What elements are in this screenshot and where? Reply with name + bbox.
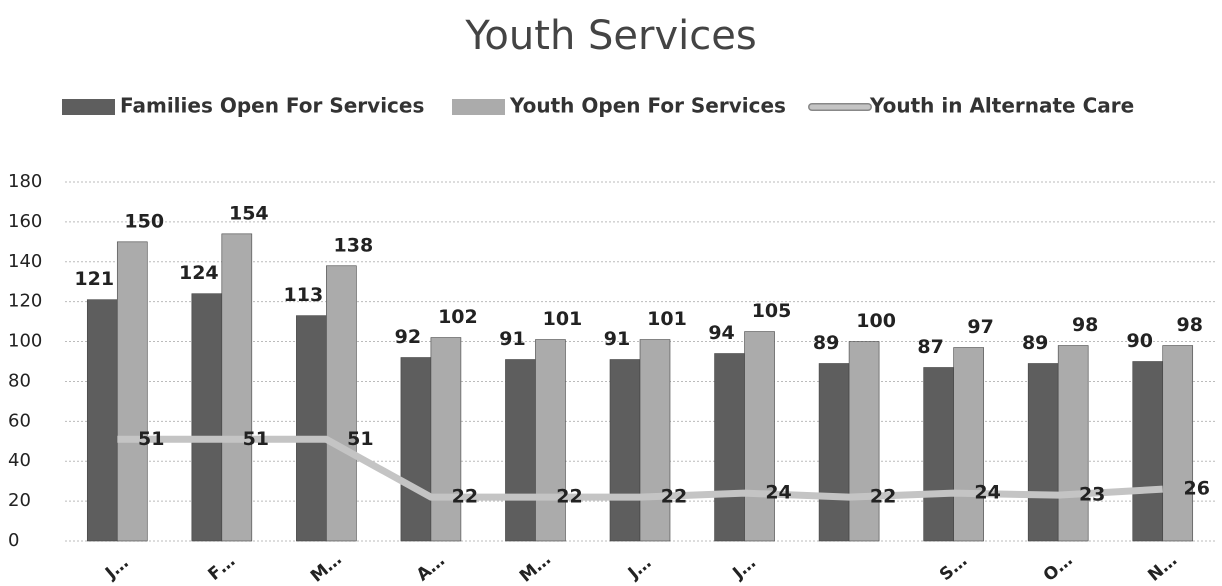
data-label: 91 [604, 328, 630, 350]
data-label: 22 [870, 486, 896, 508]
legend-label: Youth in Alternate Care [869, 94, 1134, 118]
data-label: 22 [661, 486, 687, 508]
legend-label: Families Open For Services [120, 94, 424, 118]
bar [326, 265, 357, 542]
bar [818, 363, 850, 542]
legend-label: Youth Open For Services [509, 94, 786, 118]
bar [923, 367, 954, 542]
bar [639, 339, 671, 542]
data-label: 23 [1079, 484, 1105, 506]
y-tick-label: 180 [8, 171, 42, 192]
bar [609, 359, 641, 542]
data-label: 51 [243, 428, 269, 450]
x-tick-label: N… [1144, 550, 1181, 585]
data-label: 51 [138, 428, 164, 450]
data-label: 87 [917, 336, 943, 358]
y-tick-label: 60 [8, 410, 31, 431]
x-tick-label: A… [413, 551, 449, 586]
bar [535, 339, 566, 542]
bar [848, 341, 880, 542]
data-label: 89 [1022, 332, 1048, 354]
y-tick-label: 40 [8, 450, 31, 471]
x-tick-label: J… [101, 553, 132, 584]
chart-title: Youth Services [464, 13, 756, 59]
data-label: 105 [752, 300, 792, 322]
y-tick-label: 140 [8, 251, 42, 272]
x-tick-label: J… [728, 553, 759, 584]
data-label: 138 [334, 234, 374, 256]
legend-swatch [452, 99, 505, 115]
bar [953, 347, 984, 542]
data-label: 92 [395, 326, 421, 348]
data-label: 102 [438, 306, 478, 328]
x-tick-label: O… [1040, 550, 1077, 586]
line [117, 435, 1163, 501]
bar [296, 315, 327, 542]
data-label: 98 [1177, 314, 1203, 336]
bar [430, 337, 462, 542]
legend-swatch [62, 99, 115, 115]
bar [221, 233, 253, 542]
data-label: 94 [708, 322, 734, 344]
y-tick-label: 0 [8, 530, 19, 551]
bar [86, 299, 118, 542]
data-label: 100 [856, 310, 896, 332]
data-label: 121 [74, 268, 114, 290]
y-tick-label: 100 [8, 331, 42, 352]
y-tick-label: 160 [8, 211, 42, 232]
bar [400, 357, 432, 542]
y-tick-label: 80 [8, 370, 31, 391]
x-tick-label: F… [204, 551, 239, 585]
data-label: 51 [347, 428, 373, 450]
x-tick-label: M… [307, 549, 346, 586]
data-label: 22 [452, 486, 478, 508]
data-label: 26 [1184, 478, 1210, 500]
bar [505, 359, 536, 542]
data-label: 101 [647, 308, 687, 330]
bar [1132, 361, 1164, 542]
bar [1162, 345, 1194, 542]
x-tick-label: S… [936, 551, 971, 585]
data-label: 91 [499, 328, 525, 350]
data-label: 150 [124, 210, 164, 232]
bar [191, 293, 223, 542]
data-label: 90 [1127, 330, 1153, 352]
bar [744, 331, 775, 542]
y-tick-label: 120 [8, 291, 42, 312]
bar [1057, 345, 1089, 542]
x-tick-label: J… [624, 553, 655, 584]
data-label: 101 [543, 308, 583, 330]
y-tick-label: 20 [8, 490, 31, 511]
data-label: 89 [813, 332, 839, 354]
data-label: 124 [179, 262, 219, 284]
bar [714, 353, 745, 542]
data-label: 154 [229, 202, 269, 224]
bar [116, 241, 148, 542]
data-label: 113 [284, 284, 324, 306]
bar [1027, 363, 1059, 542]
data-label: 24 [765, 482, 791, 504]
data-label: 98 [1072, 314, 1098, 336]
data-label: 97 [967, 316, 993, 338]
data-label: 22 [556, 486, 582, 508]
data-label: 24 [974, 482, 1000, 504]
x-tick-label: M… [516, 549, 555, 586]
